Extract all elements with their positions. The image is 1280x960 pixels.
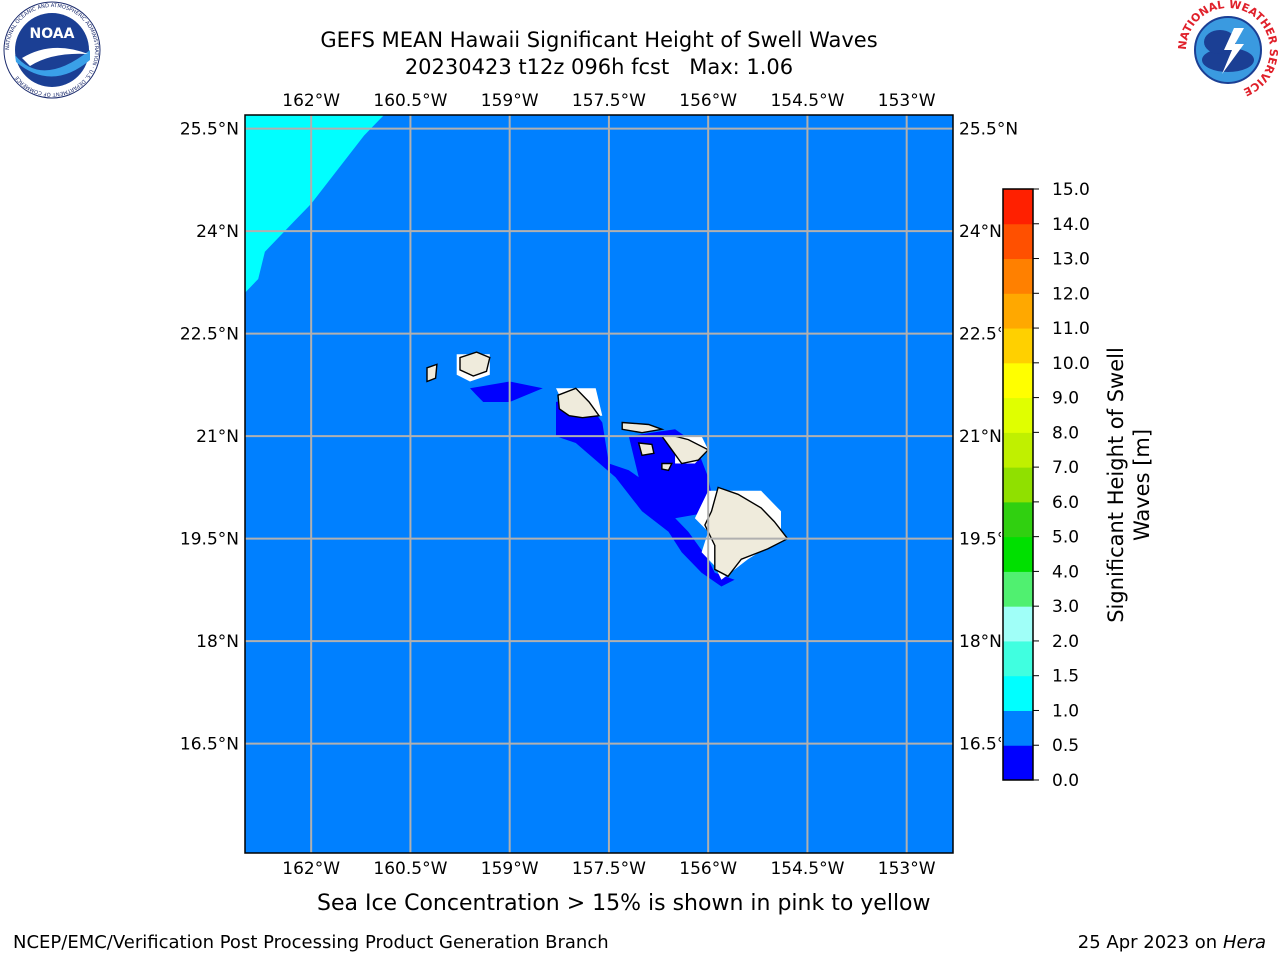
colorbar-tick-label: 14.0 — [1052, 215, 1090, 235]
chart-title: GEFS MEAN Hawaii Significant Height of S… — [320, 28, 878, 52]
colorbar-tick-label: 7.0 — [1052, 458, 1079, 478]
colorbar-tick-label: 4.0 — [1052, 562, 1079, 582]
footer-machine: Hera — [1222, 932, 1266, 953]
colorbar-swatch — [1003, 397, 1033, 433]
colorbar-tick-label: 1.5 — [1052, 667, 1079, 687]
lon-tick-label-bottom: 160.5°W — [373, 859, 447, 879]
lon-tick-label-bottom: 162°W — [282, 859, 340, 879]
colorbar-swatch — [1003, 571, 1033, 607]
colorbar-tick-label: 9.0 — [1052, 389, 1079, 409]
island-oahu — [557, 387, 601, 419]
lon-tick-label-top: 153°W — [878, 91, 936, 111]
island-molokai — [621, 421, 665, 434]
colorbar-swatch — [1003, 675, 1033, 711]
island-kahoolawe — [661, 462, 673, 472]
lon-tick-label-bottom: 153°W — [878, 859, 936, 879]
colorbar-frame — [1002, 188, 1034, 781]
colorbar-swatch — [1003, 293, 1033, 329]
footer-date-text: 25 Apr 2023 on — [1077, 932, 1223, 953]
swell-lee-kauai — [470, 381, 543, 402]
lat-tick-label-left: 25.5°N — [180, 120, 239, 140]
colorbar-swatch — [1003, 467, 1033, 503]
colorbar-tick-label: 1.0 — [1052, 701, 1079, 721]
colorbar-tick-label: 13.0 — [1052, 250, 1090, 270]
colorbar-label-line1: Significant Height of Swell — [1104, 347, 1128, 623]
island-hawaii — [704, 486, 789, 578]
lat-tick-label-left: 21°N — [196, 427, 239, 447]
island-lanai — [637, 442, 655, 457]
swell-region-1-to-1-5 — [245, 115, 384, 293]
colorbar-tick-label: 15.0 — [1052, 180, 1090, 200]
lat-tick-label-right: 25.5°N — [959, 120, 1018, 140]
colorbar-label: Significant Height of SwellWaves [m] — [1104, 347, 1154, 623]
colorbar-label-line2: Waves [m] — [1130, 429, 1154, 541]
lon-tick-label-top: 162°W — [282, 91, 340, 111]
lat-tick-label-left: 19.5°N — [180, 530, 239, 550]
lon-tick-label-bottom: 154.5°W — [770, 859, 844, 879]
colorbar-swatch — [1003, 189, 1033, 225]
colorbar-swatch — [1003, 501, 1033, 538]
footer-branch: NCEP/EMC/Verification Post Processing Pr… — [13, 932, 609, 953]
lon-tick-label-top: 157.5°W — [572, 91, 646, 111]
lon-tick-label-top: 159°W — [481, 91, 539, 111]
map-axis-labels: 162°W 162°W 160.5°W 160.5°W 159°W 159°W 157.5°… — [180, 91, 1018, 879]
chart-subtitle: 20230423 t12z 096h fcst Max: 1.06 — [404, 55, 794, 79]
colorbar-swatch — [1003, 223, 1033, 260]
map-contents — [245, 115, 953, 853]
colorbar-swatch — [1003, 745, 1033, 781]
lon-tick-label-bottom: 157.5°W — [572, 859, 646, 879]
lat-tick-label-left: 24°N — [196, 222, 239, 242]
lat-tick-label-left: 22.5°N — [180, 325, 239, 345]
lat-tick-label-left: 16.5°N — [180, 735, 239, 755]
ocean-swell-0-5-to-1 — [245, 115, 953, 853]
lon-tick-label-top: 154.5°W — [770, 91, 844, 111]
lon-tick-label-bottom: 159°W — [481, 859, 539, 879]
colorbar-swatch — [1003, 258, 1033, 294]
lon-tick-label-top: 160.5°W — [373, 91, 447, 111]
colorbar-tick-label: 8.0 — [1052, 423, 1079, 443]
colorbar-swatch — [1003, 362, 1033, 399]
lat-tick-label-left: 18°N — [196, 632, 239, 652]
lat-tick-label-right: 24°N — [959, 222, 1002, 242]
colorbar-tick-label: 3.0 — [1052, 597, 1079, 617]
colorbar-swatch — [1003, 328, 1033, 364]
colorbar-tick-label: 5.0 — [1052, 528, 1079, 548]
lon-tick-label-top: 156°W — [679, 91, 737, 111]
lon-tick-label-bottom: 156°W — [679, 859, 737, 879]
colorbar-swatch — [1003, 640, 1033, 677]
colorbar-swatch — [1003, 710, 1033, 746]
island-niihau — [426, 363, 438, 383]
footer-date: 25 Apr 2023 on Hera — [1078, 932, 1266, 953]
lat-tick-label-right: 21°N — [959, 427, 1002, 447]
colorbar-swatch — [1003, 606, 1033, 642]
colorbar-swatch — [1003, 536, 1033, 572]
colorbar-tick-label: 10.0 — [1052, 354, 1090, 374]
island-kauai — [459, 351, 491, 377]
sea-ice-caption: Sea Ice Concentration > 15% is shown in … — [317, 891, 931, 916]
colorbar-tick-label: 0.0 — [1052, 771, 1079, 791]
map-gridlines — [245, 115, 953, 853]
colorbar-tick-label: 0.5 — [1052, 736, 1079, 756]
noaa-logo: NATIONAL OCEANIC AND ATMOSPHERIC ADMINIS… — [3, 1, 101, 99]
colorbar-tick-label: 2.0 — [1052, 632, 1079, 652]
colorbar-swatch — [1003, 432, 1033, 468]
lat-tick-label-right: 18°N — [959, 632, 1002, 652]
colorbar: 0.0 0.5 1.0 1.5 2.0 3.0 4.0 5.0 6.0 7.0 8.0 9.0 10.0… — [1001, 180, 1154, 791]
colorbar-tick-label: 11.0 — [1052, 319, 1090, 339]
nws-logo: NATIONAL WEATHER SERVICE — [1178, 0, 1278, 98]
map-frame — [244, 114, 954, 854]
colorbar-tick-label: 12.0 — [1052, 284, 1090, 304]
colorbar-tick-label: 6.0 — [1052, 493, 1079, 513]
noaa-logo-text: NOAA — [30, 26, 75, 42]
